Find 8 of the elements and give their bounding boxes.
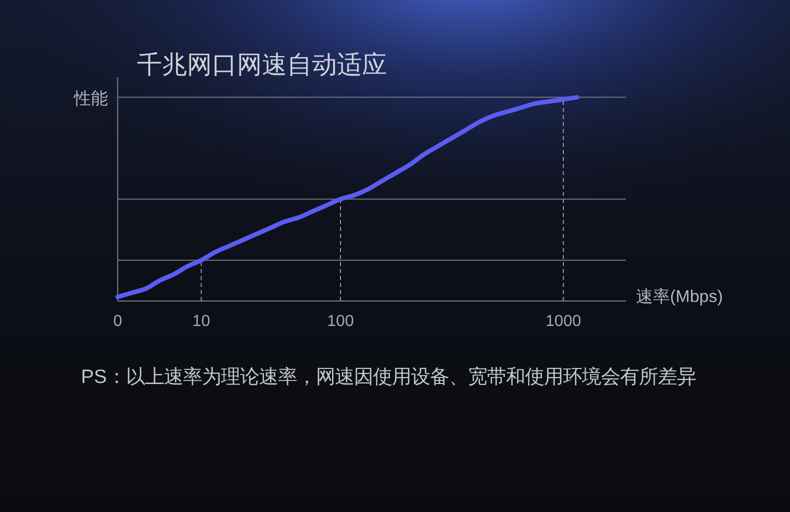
y-axis-title: 性能 (73, 89, 108, 108)
x-tick-label: 1000 (546, 313, 582, 330)
chart-title: 千兆网口网速自动适应 (137, 51, 387, 79)
text: PS：以上速率为理论速率，网速因使用设备、宽带和使用环境会有所差异 (81, 366, 696, 388)
x-tick-label: 100 (327, 313, 354, 330)
x-tick-label: 10 (192, 313, 210, 330)
x-tick-label: 0 (113, 313, 122, 330)
x-axis-title: 速率(Mbps) (636, 287, 723, 306)
